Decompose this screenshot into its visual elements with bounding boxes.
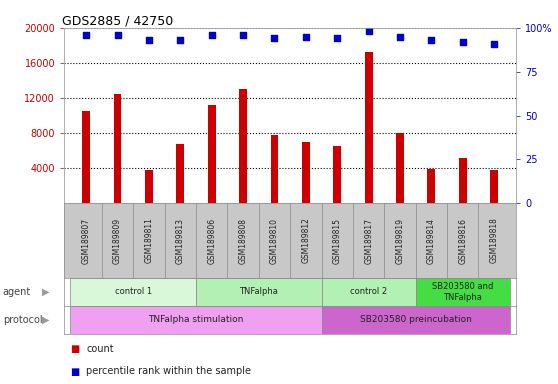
Text: GSM189816: GSM189816	[458, 217, 467, 263]
Text: GSM189809: GSM189809	[113, 217, 122, 263]
Bar	[490, 170, 498, 203]
Text: SB203580 preincubation: SB203580 preincubation	[360, 316, 472, 324]
Text: ■: ■	[70, 344, 79, 354]
Text: GSM189811: GSM189811	[145, 218, 153, 263]
Point	[427, 37, 436, 43]
Text: GSM189813: GSM189813	[176, 217, 185, 263]
Text: ▶: ▶	[42, 315, 49, 325]
Bar	[208, 105, 215, 203]
Bar	[302, 142, 310, 203]
Point	[490, 41, 499, 47]
Bar	[459, 157, 466, 203]
Bar	[239, 89, 247, 203]
Text: GSM189818: GSM189818	[490, 218, 499, 263]
Text: GSM189808: GSM189808	[239, 217, 248, 263]
Point	[81, 32, 90, 38]
Bar	[70, 306, 321, 334]
Bar	[70, 278, 196, 306]
Text: SB203580 and
TNFalpha: SB203580 and TNFalpha	[432, 282, 493, 302]
Point	[333, 35, 341, 41]
Text: agent: agent	[3, 287, 31, 297]
Point	[396, 34, 405, 40]
Text: count: count	[86, 344, 114, 354]
Bar	[321, 278, 416, 306]
Point	[113, 32, 122, 38]
Text: GSM189814: GSM189814	[427, 217, 436, 263]
Text: GSM189806: GSM189806	[207, 217, 216, 263]
Point	[458, 39, 467, 45]
Point	[145, 37, 153, 43]
Bar	[114, 94, 122, 203]
Point	[364, 28, 373, 35]
Bar	[427, 169, 435, 203]
Bar	[396, 133, 404, 203]
Bar	[176, 144, 184, 203]
Bar	[333, 146, 341, 203]
Bar	[271, 135, 278, 203]
Text: GDS2885 / 42750: GDS2885 / 42750	[62, 15, 173, 28]
Point	[176, 37, 185, 43]
Text: GSM189807: GSM189807	[81, 217, 90, 263]
Text: ■: ■	[70, 366, 79, 376]
Point	[207, 32, 216, 38]
Text: ▶: ▶	[42, 287, 49, 297]
Text: protocol: protocol	[3, 315, 42, 325]
Bar	[82, 111, 90, 203]
Bar	[321, 306, 510, 334]
Bar	[416, 278, 510, 306]
Text: TNFalpha stimulation: TNFalpha stimulation	[148, 316, 244, 324]
Point	[239, 32, 248, 38]
Text: GSM189817: GSM189817	[364, 217, 373, 263]
Text: TNFalpha: TNFalpha	[239, 288, 278, 296]
Point	[301, 34, 310, 40]
Text: GSM189812: GSM189812	[301, 218, 310, 263]
Text: control 2: control 2	[350, 288, 387, 296]
Text: GSM189819: GSM189819	[396, 217, 405, 263]
Text: control 1: control 1	[114, 288, 152, 296]
Text: GSM189810: GSM189810	[270, 217, 279, 263]
Text: GSM189815: GSM189815	[333, 217, 341, 263]
Bar	[365, 53, 373, 203]
Bar	[145, 170, 153, 203]
Point	[270, 35, 279, 41]
Bar	[196, 278, 321, 306]
Text: percentile rank within the sample: percentile rank within the sample	[86, 366, 252, 376]
